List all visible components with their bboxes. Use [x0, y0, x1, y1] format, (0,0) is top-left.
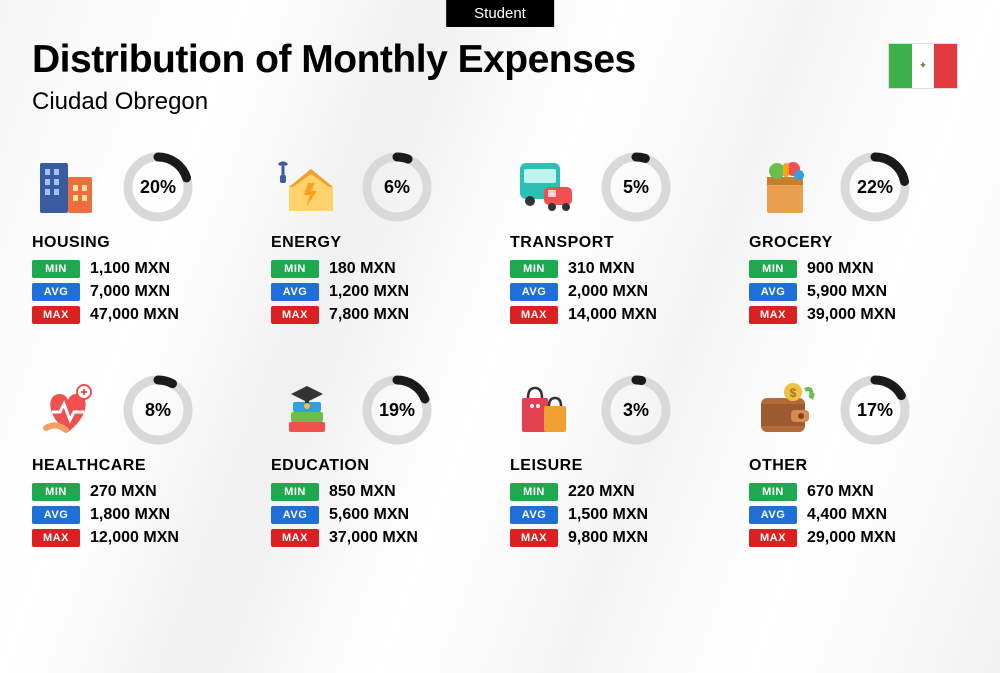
percent-value: 5% [600, 151, 672, 223]
category-name: EDUCATION [271, 457, 490, 475]
max-value: 9,800 MXN [568, 529, 648, 547]
min-label: MIN [510, 260, 558, 278]
buildings-icon [32, 153, 104, 221]
avg-label: AVG [510, 283, 558, 301]
max-label: MAX [32, 306, 80, 324]
percent-ring: 19% [361, 374, 433, 446]
energy-house-icon [271, 153, 343, 221]
max-label: MAX [749, 529, 797, 547]
max-value: 12,000 MXN [90, 529, 179, 547]
max-label: MAX [271, 529, 319, 547]
percent-ring: 3% [600, 374, 672, 446]
mexico-flag-icon: ✦ [888, 43, 958, 89]
min-label: MIN [271, 483, 319, 501]
expense-card-grocery: 22% GROCERY MIN 900 MXN AVG 5,900 MXN MAX 39,00… [749, 150, 968, 329]
min-value: 270 MXN [90, 483, 157, 501]
percent-value: 19% [361, 374, 433, 446]
percent-ring: 6% [361, 151, 433, 223]
category-name: GROCERY [749, 234, 968, 252]
expense-grid: 20% HOUSING MIN 1,100 MXN AVG 7,000 MXN MAX 47,… [32, 150, 968, 552]
min-label: MIN [749, 260, 797, 278]
healthcare-heart-icon [32, 376, 104, 444]
min-label: MIN [271, 260, 319, 278]
min-value: 900 MXN [807, 260, 874, 278]
avg-value: 2,000 MXN [568, 283, 648, 301]
expense-card-healthcare: 8% HEALTHCARE MIN 270 MXN AVG 1,800 MXN MAX 12,… [32, 373, 251, 552]
expense-card-housing: 20% HOUSING MIN 1,100 MXN AVG 7,000 MXN MAX 47,… [32, 150, 251, 329]
expense-card-leisure: 3% LEISURE MIN 220 MXN AVG 1,500 MXN MAX 9,800 … [510, 373, 729, 552]
page-title: Distribution of Monthly Expenses [32, 38, 968, 82]
expense-card-energy: 6% ENERGY MIN 180 MXN AVG 1,200 MXN MAX 7,800 M… [271, 150, 490, 329]
svg-text:$: $ [790, 386, 797, 400]
avg-label: AVG [749, 283, 797, 301]
avg-value: 5,900 MXN [807, 283, 887, 301]
percent-value: 6% [361, 151, 433, 223]
percent-ring: 22% [839, 151, 911, 223]
percent-ring: 20% [122, 151, 194, 223]
min-value: 1,100 MXN [90, 260, 170, 278]
percent-value: 8% [122, 374, 194, 446]
expense-card-transport: 5% TRANSPORT MIN 310 MXN AVG 2,000 MXN MAX 14,0… [510, 150, 729, 329]
percent-ring: 5% [600, 151, 672, 223]
shopping-bags-icon [510, 376, 582, 444]
header: Distribution of Monthly Expenses Ciudad … [32, 38, 968, 116]
category-name: OTHER [749, 457, 968, 475]
graduation-books-icon [271, 376, 343, 444]
percent-value: 17% [839, 374, 911, 446]
avg-label: AVG [749, 506, 797, 524]
avg-label: AVG [32, 506, 80, 524]
min-value: 850 MXN [329, 483, 396, 501]
max-value: 14,000 MXN [568, 306, 657, 324]
max-label: MAX [749, 306, 797, 324]
max-value: 29,000 MXN [807, 529, 896, 547]
category-name: HEALTHCARE [32, 457, 251, 475]
min-value: 670 MXN [807, 483, 874, 501]
category-name: ENERGY [271, 234, 490, 252]
min-label: MIN [32, 483, 80, 501]
avg-label: AVG [32, 283, 80, 301]
grocery-bag-icon [749, 153, 821, 221]
max-value: 47,000 MXN [90, 306, 179, 324]
avg-label: AVG [510, 506, 558, 524]
expense-card-other: $17% OTHER MIN 670 MXN AVG 4,400 MXN MAX 29,000… [749, 373, 968, 552]
max-label: MAX [510, 306, 558, 324]
avg-value: 1,800 MXN [90, 506, 170, 524]
avg-value: 1,200 MXN [329, 283, 409, 301]
avg-label: AVG [271, 506, 319, 524]
max-label: MAX [271, 306, 319, 324]
avg-value: 5,600 MXN [329, 506, 409, 524]
avg-value: 1,500 MXN [568, 506, 648, 524]
bus-car-icon [510, 153, 582, 221]
min-value: 220 MXN [568, 483, 635, 501]
min-value: 310 MXN [568, 260, 635, 278]
min-label: MIN [749, 483, 797, 501]
percent-value: 20% [122, 151, 194, 223]
min-label: MIN [510, 483, 558, 501]
category-tag: Student [446, 0, 554, 27]
max-label: MAX [510, 529, 558, 547]
percent-ring: 17% [839, 374, 911, 446]
category-name: LEISURE [510, 457, 729, 475]
max-value: 7,800 MXN [329, 306, 409, 324]
percent-value: 3% [600, 374, 672, 446]
min-value: 180 MXN [329, 260, 396, 278]
category-name: TRANSPORT [510, 234, 729, 252]
avg-label: AVG [271, 283, 319, 301]
avg-value: 7,000 MXN [90, 283, 170, 301]
min-label: MIN [32, 260, 80, 278]
max-value: 37,000 MXN [329, 529, 418, 547]
category-name: HOUSING [32, 234, 251, 252]
page-subtitle: Ciudad Obregon [32, 88, 968, 116]
max-label: MAX [32, 529, 80, 547]
percent-value: 22% [839, 151, 911, 223]
percent-ring: 8% [122, 374, 194, 446]
wallet-icon: $ [749, 376, 821, 444]
expense-card-education: 19% EDUCATION MIN 850 MXN AVG 5,600 MXN MAX 37,… [271, 373, 490, 552]
max-value: 39,000 MXN [807, 306, 896, 324]
avg-value: 4,400 MXN [807, 506, 887, 524]
